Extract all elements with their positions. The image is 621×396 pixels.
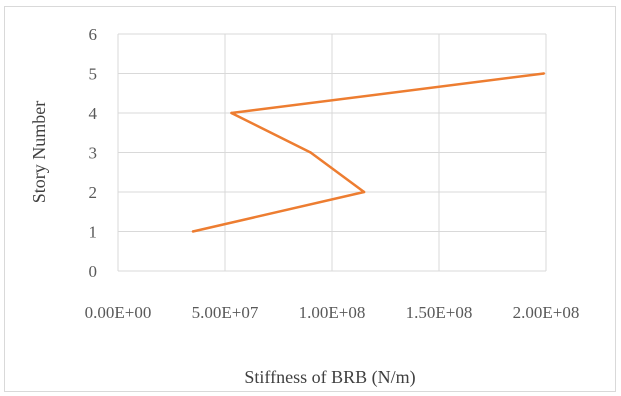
y-tick-label: 2 (89, 183, 98, 202)
data-point (191, 230, 195, 233)
x-tick-label: 1.50E+08 (406, 303, 473, 322)
x-axis-title: Stiffness of BRB (N/m) (244, 367, 415, 388)
y-tick-label: 1 (89, 223, 98, 242)
x-tick-label: 2.00E+08 (513, 303, 580, 322)
y-tick-label: 3 (89, 144, 98, 163)
y-tick-label: 6 (89, 25, 98, 44)
y-tick-label: 5 (89, 65, 98, 84)
data-point (309, 151, 312, 154)
chart-frame (4, 6, 616, 392)
grid-lines (117, 33, 547, 272)
x-tick-label: 0.00E+00 (85, 303, 152, 322)
tick-labels: 0.00E+00 5.00E+07 1.00E+08 1.50E+08 2.00E+08… (85, 25, 580, 322)
x-tick-label: 5.00E+07 (192, 303, 259, 322)
y-axis-title: Story Number (29, 101, 49, 204)
series-layer (191, 72, 546, 233)
y-tick-label: 0 (89, 262, 98, 281)
data-point (230, 111, 233, 115)
data-point (542, 72, 546, 75)
data-point (362, 190, 366, 194)
y-tick-label: 4 (89, 104, 98, 123)
x-tick-label: 1.00E+08 (299, 303, 366, 322)
